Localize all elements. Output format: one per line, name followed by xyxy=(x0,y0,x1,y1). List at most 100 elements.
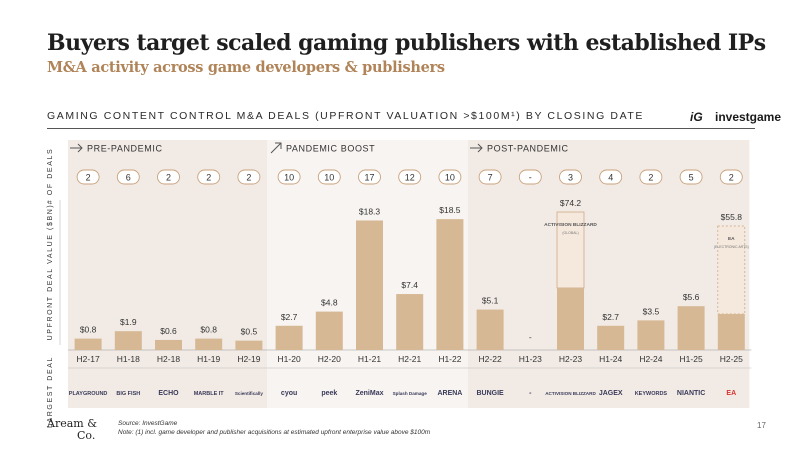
deal-count: 2 xyxy=(86,173,91,183)
deal-count: 10 xyxy=(445,173,455,183)
callout-note: (ELECTRONIC ARTS) xyxy=(714,245,749,249)
category-label: H2-17 xyxy=(77,354,100,364)
deals-row-label: # OF DEALS xyxy=(47,148,54,204)
category-label: H1-25 xyxy=(680,354,703,364)
category-label: H1-19 xyxy=(197,354,220,364)
bar xyxy=(114,331,142,350)
deal-count-pill xyxy=(116,169,140,185)
largest-deal-row-label: LARGEST DEAL xyxy=(47,356,54,428)
largest-deal-logo: ECHO xyxy=(158,390,179,397)
bar-value-label: $1.9 xyxy=(120,317,137,327)
largest-deal-logo: PLAYGROUND xyxy=(69,391,108,397)
deal-count-pill xyxy=(317,169,341,185)
category-label: H2-22 xyxy=(479,354,502,364)
deal-count-pill xyxy=(719,169,743,185)
footnote-line: Note: (1) incl. game developer and publi… xyxy=(118,429,431,436)
callout-logo: ACTIVISION BLIZZARD xyxy=(544,222,597,228)
bar xyxy=(717,314,745,350)
largest-deal-logo: cyou xyxy=(281,390,297,397)
footer-logo-line2: Co. xyxy=(77,429,96,442)
deal-count: 2 xyxy=(246,173,251,183)
deal-count: 7 xyxy=(488,173,493,183)
deal-count-pill xyxy=(237,169,261,185)
bar xyxy=(275,325,303,350)
bar xyxy=(235,340,263,350)
category-label: H2-20 xyxy=(318,354,341,364)
callout-note: (GLOBAL) xyxy=(562,231,578,235)
category-label: H1-18 xyxy=(117,354,140,364)
deal-count-pill xyxy=(157,169,180,185)
deal-count: 4 xyxy=(608,173,613,183)
bar-extension xyxy=(556,211,585,289)
largest-deal-logo: ARENA xyxy=(437,390,462,397)
category-label: H2-19 xyxy=(237,354,260,364)
bar-value-label: $0.5 xyxy=(241,327,258,337)
callout-logo: EA xyxy=(728,236,735,242)
deal-count-pill xyxy=(679,169,703,185)
bar xyxy=(557,288,584,350)
largest-deal-logo: Scientifically xyxy=(235,391,264,396)
largest-deal-logo: ZeniMax xyxy=(355,390,383,397)
bar-value-label: $3.5 xyxy=(643,306,660,316)
deal-count: 6 xyxy=(126,173,131,183)
bar xyxy=(436,219,464,350)
deal-count: 10 xyxy=(324,173,334,183)
bar-value-label: $7.4 xyxy=(401,280,418,290)
bar-value-label: $0.8 xyxy=(80,325,97,335)
y-axis-label: UPFRONT DEAL VALUE ($BN) xyxy=(47,204,54,341)
largest-deal-logo: NIANTIC xyxy=(677,390,705,397)
largest-deal-logo: Splash Damage xyxy=(393,391,428,396)
bar xyxy=(677,306,705,350)
category-label: H2-18 xyxy=(157,354,180,364)
bar-value-label: $2.7 xyxy=(281,312,298,322)
largest-deal-logo: KEYWORDS xyxy=(635,391,668,397)
bar-value-label: $5.6 xyxy=(683,292,700,302)
period-background xyxy=(468,140,750,408)
bar-value-label: $74.2 xyxy=(560,198,582,208)
deal-count: 2 xyxy=(166,173,171,183)
bar xyxy=(356,220,383,350)
deal-count-pill xyxy=(639,169,663,185)
largest-deal-logo: - xyxy=(529,390,532,397)
largest-deal-logo: ACTIVISION BLIZZARD xyxy=(545,391,596,396)
bar xyxy=(195,338,223,350)
right-arrow-icon xyxy=(70,143,83,153)
bar-value-label: $2.7 xyxy=(602,312,619,322)
deal-count-pill xyxy=(559,169,582,185)
deal-count: 2 xyxy=(206,173,211,183)
deal-count-pill xyxy=(398,169,422,185)
category-label: H1-24 xyxy=(599,354,622,364)
largest-deal-logo: JAGEX xyxy=(599,390,623,397)
page-number: 17 xyxy=(757,421,766,430)
page-subtitle: M&A activity across game developers & pu… xyxy=(47,59,445,76)
deal-count: - xyxy=(529,173,532,183)
page-title: Buyers target scaled gaming publishers w… xyxy=(47,30,766,56)
deal-count: 10 xyxy=(284,173,294,183)
bar xyxy=(396,294,424,350)
heading-rule xyxy=(47,128,755,129)
category-label: H2-21 xyxy=(398,354,421,364)
deal-count-pill xyxy=(76,169,100,185)
deal-count-pill xyxy=(358,169,381,185)
bar xyxy=(315,311,343,350)
period-label: PANDEMIC BOOST xyxy=(286,144,375,154)
largest-deal-logo: peek xyxy=(321,390,337,397)
deal-count: 5 xyxy=(689,173,694,183)
trend-up-arrow-icon xyxy=(270,142,282,154)
bar-extension xyxy=(717,225,746,315)
deal-count-pill xyxy=(277,169,301,185)
deal-count: 2 xyxy=(729,173,734,183)
bar-value-label: $18.5 xyxy=(439,205,461,215)
deal-count-pill xyxy=(518,169,542,185)
footer-logo-line1: Aream & xyxy=(47,417,97,430)
bar-value-label: $5.1 xyxy=(482,296,499,306)
bar xyxy=(637,320,665,350)
chart-heading: GAMING CONTENT CONTROL M&A DEALS (UPFRON… xyxy=(47,110,645,122)
largest-deal-logo: BUNGIE xyxy=(476,390,504,397)
brand-name: investgame xyxy=(715,110,782,124)
deal-count: 2 xyxy=(648,173,653,183)
period-label: POST-PANDEMIC xyxy=(487,144,569,154)
deal-count: 17 xyxy=(364,173,374,183)
category-label: H2-24 xyxy=(639,354,662,364)
source-line: Source: InvestGame xyxy=(118,420,178,427)
